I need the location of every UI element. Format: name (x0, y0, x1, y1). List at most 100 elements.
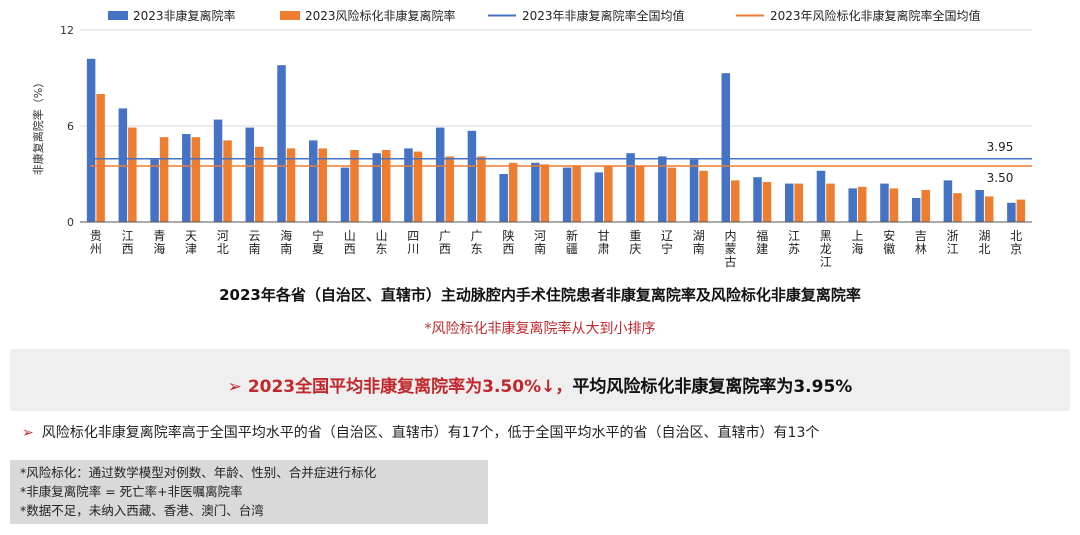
x-tick-label: 山西 (344, 229, 356, 256)
reference-line-label: 3.50 (987, 171, 1014, 185)
bar-rate (594, 172, 604, 222)
x-tick-label: 河北 (217, 229, 229, 256)
bar-standardized (953, 193, 962, 222)
bar-standardized (572, 166, 581, 222)
bar-standardized (508, 162, 518, 222)
bar-rate (848, 188, 857, 222)
x-tick-label: 贵州 (90, 229, 102, 256)
bar-rate (372, 153, 381, 222)
x-tick-label: 湖北 (978, 228, 990, 256)
bar-standardized (445, 156, 454, 222)
x-tick-label: 广西 (439, 229, 451, 256)
x-tick-label: 广东 (471, 229, 483, 256)
bar-rate (626, 153, 635, 222)
bar-rate (721, 73, 731, 222)
chart-title: 2023年各省（自治区、直辖市）主动脉腔内手术住院患者非康复离院率及风险标化非康… (219, 286, 861, 304)
summary-standardized-rate: 平均风险标化非康复离院率为3.95% (572, 377, 853, 397)
bar-rate (943, 180, 953, 222)
footnote: *风险标化：通过数学模型对例数、年龄、性别、合并症进行标化 (20, 465, 377, 480)
bar-standardized (286, 148, 296, 222)
summary-line: ➢ 2023全国平均非康复离院率为3.50%↓，平均风险标化非康复离院率为3.9… (0, 372, 1080, 397)
bar-rate (689, 159, 699, 222)
x-tick-label: 辽宁 (661, 229, 673, 256)
arrow-bullet-icon: ➢ (227, 377, 242, 397)
chart-subtitle: *风险标化非康复离院率从大到小排序 (424, 321, 656, 337)
y-tick-label: 6 (67, 120, 74, 133)
bar-standardized (794, 183, 803, 222)
y-tick-label: 0 (67, 216, 74, 229)
bar-standardized (667, 167, 677, 222)
bar-rate (150, 159, 159, 222)
bar-standardized (191, 137, 201, 222)
x-tick-label: 河南 (534, 229, 546, 256)
bar-rate (277, 65, 286, 222)
bar-rate (975, 190, 984, 222)
comparison-text: 风险标化非康复离院率高于全国平均水平的省（自治区、直辖市）有17个，低于全国平均… (41, 425, 820, 441)
bar-rate (213, 119, 223, 222)
x-tick-label: 福建 (756, 228, 768, 256)
footnote: *数据不足，未纳入西藏、香港、澳门、台湾 (20, 503, 264, 518)
x-tick-label: 吉林 (915, 229, 927, 256)
bar-rate (911, 198, 921, 222)
bar-rate (562, 167, 572, 222)
bar-rate (309, 140, 318, 222)
x-tick-label: 浙江 (947, 229, 959, 256)
bar-standardized (857, 186, 867, 222)
summary-national-rate: 2023全国平均非康复离院率为3.50%↓， (247, 377, 573, 397)
x-tick-label: 陕西 (502, 228, 514, 256)
bar-rate (340, 167, 350, 222)
x-tick-label: 江苏 (788, 229, 800, 256)
bar-rate (404, 148, 413, 222)
bar-rate (245, 127, 255, 222)
x-tick-label: 海南 (280, 228, 292, 256)
bar-rate (499, 174, 508, 222)
bar-standardized (984, 196, 994, 222)
bar-standardized (477, 156, 486, 222)
bar-rate (435, 127, 445, 222)
bar-rate (86, 58, 96, 222)
bar-standardized (128, 127, 137, 222)
legend-swatch (108, 11, 128, 20)
x-tick-label: 北京 (1010, 229, 1022, 256)
bar-rate (182, 134, 191, 222)
bar-standardized (413, 151, 423, 222)
bar-standardized (318, 148, 327, 222)
x-tick-label: 四川 (407, 229, 419, 256)
bar-standardized (540, 164, 550, 222)
legend-label: 2023年非康复离院率全国均值 (522, 8, 685, 23)
footnote: *非康复离院率 = 死亡率+非医嘱离院率 (20, 484, 243, 499)
x-tick-label: 宁夏 (312, 228, 324, 256)
x-tick-label: 黑龙江 (820, 229, 832, 269)
bar-rate (816, 170, 826, 222)
bar-standardized (699, 170, 708, 222)
legend-label: 2023年风险标化非康复离院率全国均值 (770, 8, 981, 23)
bar-standardized (889, 188, 899, 222)
legend-label: 2023风险标化非康复离院率 (305, 8, 456, 23)
summary-band (10, 349, 1070, 411)
x-tick-label: 安徽 (883, 228, 895, 256)
bar-standardized (159, 137, 169, 222)
footnotes-box: *风险标化：通过数学模型对例数、年龄、性别、合并症进行标化 *非康复离院率 = … (10, 460, 488, 524)
bar-standardized (255, 146, 264, 222)
arrow-bullet-icon: ➢ (22, 425, 34, 441)
reference-line-label: 3.95 (987, 140, 1014, 154)
bar-rate (753, 177, 762, 222)
bar-standardized (921, 190, 930, 222)
bar-standardized (635, 166, 645, 222)
x-tick-label: 青海 (153, 229, 165, 256)
x-tick-label: 湖南 (693, 228, 705, 256)
legend-swatch (280, 11, 300, 20)
x-tick-label: 天津 (185, 229, 197, 256)
bar-rate (531, 162, 540, 222)
comparison-bullet: ➢ 风险标化非康复离院率高于全国平均水平的省（自治区、直辖市）有17个，低于全国平… (22, 422, 819, 442)
bar-rate (658, 156, 667, 222)
bar-standardized (350, 150, 359, 222)
bar-standardized (223, 140, 232, 222)
y-tick-label: 12 (60, 24, 74, 37)
bar-standardized (96, 94, 105, 222)
x-tick-label: 重庆 (629, 229, 641, 256)
legend-label: 2023非康复离院率 (133, 8, 236, 23)
bar-rate (467, 130, 477, 222)
x-tick-label: 甘肃 (598, 229, 610, 256)
bar-standardized (1016, 199, 1026, 222)
